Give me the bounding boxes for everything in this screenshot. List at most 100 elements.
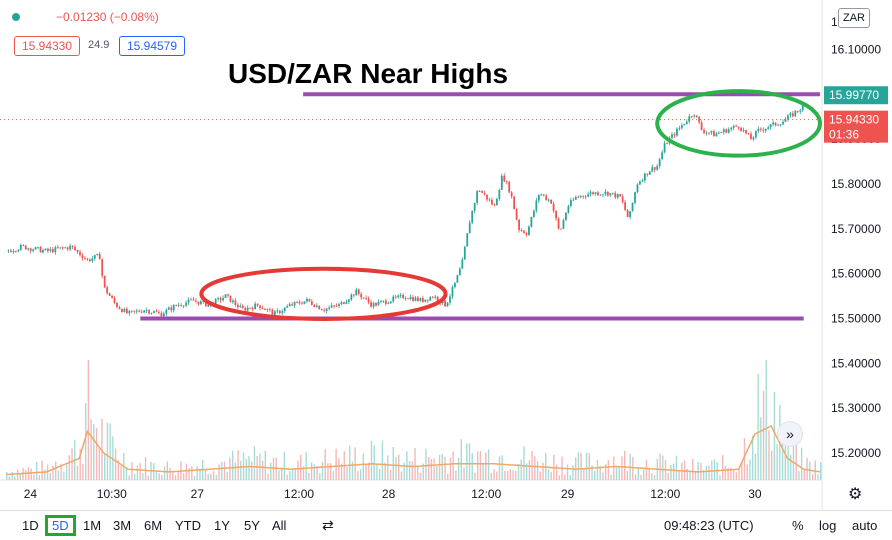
- volume-bar: [724, 465, 727, 480]
- candle-body: [705, 132, 708, 134]
- candle-body: [557, 218, 560, 229]
- candle-body: [66, 247, 69, 250]
- volume-bar: [708, 465, 710, 480]
- candle-body: [782, 121, 784, 125]
- candle-body: [360, 293, 363, 298]
- candle-body: [296, 301, 298, 303]
- ask-price-button[interactable]: 15.94579: [119, 36, 185, 56]
- timeframe-1y-button[interactable]: 1Y: [214, 518, 230, 533]
- candle-body: [525, 233, 528, 236]
- candle-body: [377, 301, 380, 306]
- candle-body: [663, 143, 666, 153]
- scroll-to-realtime-icon[interactable]: »: [777, 421, 803, 447]
- date-range-icon[interactable]: ⇄: [322, 517, 334, 533]
- candle-body: [710, 131, 713, 133]
- timeframe-6m-button[interactable]: 6M: [144, 518, 163, 533]
- candle-body: [582, 195, 585, 197]
- clock-readout: 09:48:23 (UTC): [664, 518, 754, 533]
- candle-body: [801, 105, 804, 111]
- candle-body: [421, 298, 424, 302]
- candle-body: [767, 127, 770, 129]
- currency-button[interactable]: ZAR: [838, 8, 870, 28]
- volume-bar: [71, 448, 73, 480]
- volume-bar: [498, 456, 501, 480]
- volume-bar: [422, 463, 424, 480]
- auto-toggle[interactable]: auto: [852, 518, 878, 533]
- candle-body: [56, 247, 59, 249]
- price-chart[interactable]: 16.1000015.9000015.8000015.7000015.60000…: [0, 0, 892, 510]
- candle-body: [399, 294, 402, 296]
- x-tick-label: 30: [748, 487, 762, 501]
- timeframe-ytd-button[interactable]: YTD: [175, 518, 201, 533]
- candle-body: [629, 211, 631, 218]
- volume-bar: [528, 460, 531, 480]
- log-toggle[interactable]: log: [819, 518, 837, 533]
- volume-bar: [188, 467, 190, 480]
- candle-body: [165, 309, 168, 314]
- volume-bar: [520, 459, 522, 480]
- candle-body: [417, 297, 419, 301]
- candle-body: [742, 129, 745, 131]
- timeframe-all-button[interactable]: All: [272, 518, 287, 533]
- volume-bar: [637, 467, 639, 480]
- volume-bar: [466, 443, 468, 480]
- candle-body: [86, 258, 89, 260]
- volume-bar: [221, 461, 223, 480]
- volume-bar: [545, 452, 547, 480]
- market-status-icon: [12, 13, 20, 21]
- candle-body: [606, 191, 609, 196]
- volume-bar: [362, 453, 365, 480]
- candle-body: [651, 167, 654, 172]
- volume-bar: [340, 463, 343, 480]
- timeframe-1m-button[interactable]: 1M: [83, 518, 102, 533]
- candle-body: [446, 302, 449, 307]
- candle-body: [384, 300, 387, 304]
- volume-bar: [659, 453, 661, 480]
- candle-body: [306, 298, 308, 302]
- y-tick-label: 15.20000: [831, 446, 881, 460]
- volume-bar: [245, 458, 247, 480]
- candle-body: [19, 244, 22, 250]
- candle-body: [789, 113, 792, 116]
- candle-body: [392, 296, 395, 302]
- candle-body: [597, 192, 599, 196]
- volume-bar: [738, 469, 740, 480]
- volume-bar: [142, 473, 144, 480]
- candle-body: [602, 194, 604, 196]
- volume-bar: [256, 455, 258, 480]
- candle-body: [565, 212, 567, 221]
- volume-bar: [125, 467, 128, 480]
- candle-body: [745, 129, 747, 134]
- candle-body: [661, 152, 664, 160]
- candle-body: [387, 303, 390, 304]
- candle-body: [370, 302, 372, 307]
- candle-body: [407, 298, 409, 300]
- timeframe-1d-button[interactable]: 1D: [22, 518, 39, 533]
- volume-bar: [662, 455, 664, 480]
- candle-body: [619, 194, 622, 197]
- volume-bar: [743, 438, 746, 480]
- candle-body: [283, 307, 286, 312]
- timeframe-5d-button[interactable]: 5D: [45, 515, 76, 536]
- volume-bar: [109, 423, 111, 480]
- volume-bar: [457, 458, 460, 480]
- volume-bar: [128, 475, 130, 480]
- candle-body: [84, 258, 86, 260]
- candle-body: [481, 191, 483, 193]
- volume-bar: [8, 476, 11, 480]
- volume-bar: [403, 462, 405, 480]
- timeframe-3m-button[interactable]: 3M: [113, 518, 132, 533]
- candle-body: [426, 299, 429, 301]
- volume-bar: [686, 468, 689, 480]
- bid-price-button[interactable]: 15.94330: [14, 36, 80, 56]
- volume-bar: [569, 475, 571, 480]
- high-price-label: 15.99770: [829, 88, 879, 102]
- volume-bar: [35, 461, 38, 480]
- volume-bar: [155, 471, 158, 480]
- candle-body: [357, 289, 360, 294]
- timeframe-5y-button[interactable]: 5Y: [244, 518, 260, 533]
- x-tick-label: 27: [191, 487, 205, 501]
- candle-body: [239, 305, 242, 308]
- percent-toggle[interactable]: %: [792, 518, 804, 533]
- settings-gear-icon[interactable]: ⚙: [848, 486, 863, 503]
